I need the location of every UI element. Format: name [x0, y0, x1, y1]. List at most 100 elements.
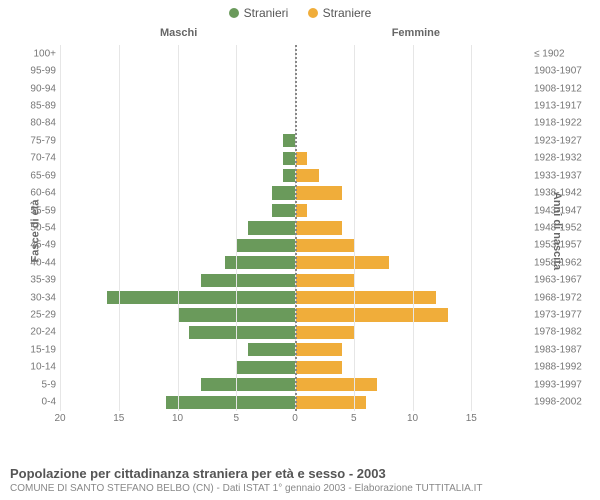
birth-year-label: 1958-1962 [534, 257, 594, 268]
grid-line [178, 45, 179, 411]
birth-year-label: 1953-1957 [534, 240, 594, 251]
birth-year-label: 1963-1967 [534, 275, 594, 286]
bar-female [295, 221, 342, 234]
birth-year-label: 1973-1977 [534, 310, 594, 321]
chart-title: Popolazione per cittadinanza straniera p… [10, 466, 590, 481]
age-label: 100+ [12, 48, 56, 59]
plot-area: 100+≤ 190295-991903-190790-941908-191285… [60, 45, 530, 411]
x-tick: 0 [292, 413, 298, 424]
bar-female [295, 396, 366, 409]
x-axis: 2015105051015 [60, 413, 530, 429]
bar-male [283, 134, 295, 147]
grid-line [471, 45, 472, 411]
bar-male [272, 204, 296, 217]
bar-male [248, 343, 295, 356]
age-label: 85-89 [12, 100, 56, 111]
age-label: 50-54 [12, 222, 56, 233]
legend-swatch-female [308, 8, 318, 18]
center-line [295, 45, 297, 411]
birth-year-label: 1928-1932 [534, 153, 594, 164]
column-header-female: Femmine [392, 27, 440, 39]
pyramid-chart: Maschi Femmine Fasce di età Anni di nasc… [0, 21, 600, 441]
legend: Stranieri Straniere [0, 0, 600, 21]
x-tick: 10 [172, 413, 183, 424]
birth-year-label: 1903-1907 [534, 66, 594, 77]
grid-line [236, 45, 237, 411]
birth-year-label: 1968-1972 [534, 292, 594, 303]
bar-male [225, 256, 296, 269]
age-label: 10-14 [12, 362, 56, 373]
birth-year-label: 1948-1952 [534, 222, 594, 233]
bar-female [295, 291, 436, 304]
bar-female [295, 186, 342, 199]
age-label: 15-19 [12, 344, 56, 355]
grid-line [119, 45, 120, 411]
legend-label-female: Straniere [323, 6, 372, 20]
legend-item-female: Straniere [308, 6, 372, 20]
column-header-male: Maschi [160, 27, 197, 39]
birth-year-label: ≤ 1902 [534, 48, 594, 59]
bar-male [201, 274, 295, 287]
birth-year-label: 1983-1987 [534, 344, 594, 355]
grid-line [354, 45, 355, 411]
bar-male [283, 152, 295, 165]
bar-male [107, 291, 295, 304]
age-label: 55-59 [12, 205, 56, 216]
age-label: 90-94 [12, 83, 56, 94]
age-label: 0-4 [12, 397, 56, 408]
age-label: 5-9 [12, 379, 56, 390]
legend-item-male: Stranieri [229, 6, 289, 20]
bar-male [283, 169, 295, 182]
age-label: 40-44 [12, 257, 56, 268]
bar-female [295, 378, 377, 391]
bar-male [272, 186, 296, 199]
bar-female [295, 239, 354, 252]
birth-year-label: 1938-1942 [534, 188, 594, 199]
bar-male [189, 326, 295, 339]
bar-male [248, 221, 295, 234]
birth-year-label: 1988-1992 [534, 362, 594, 373]
chart-footer: Popolazione per cittadinanza straniera p… [10, 466, 590, 494]
birth-year-label: 1918-1922 [534, 118, 594, 129]
x-tick: 20 [54, 413, 65, 424]
birth-year-label: 1923-1927 [534, 135, 594, 146]
x-tick: 15 [113, 413, 124, 424]
birth-year-label: 1943-1947 [534, 205, 594, 216]
age-label: 95-99 [12, 66, 56, 77]
bar-female [295, 361, 342, 374]
birth-year-label: 1993-1997 [534, 379, 594, 390]
birth-year-label: 1933-1937 [534, 170, 594, 181]
birth-year-label: 1913-1917 [534, 100, 594, 111]
bar-male [166, 396, 295, 409]
bar-male [201, 378, 295, 391]
bar-female [295, 169, 319, 182]
age-label: 75-79 [12, 135, 56, 146]
bar-female [295, 274, 354, 287]
birth-year-label: 1908-1912 [534, 83, 594, 94]
x-tick: 5 [351, 413, 357, 424]
x-tick: 5 [233, 413, 239, 424]
legend-swatch-male [229, 8, 239, 18]
chart-subtitle: COMUNE DI SANTO STEFANO BELBO (CN) - Dat… [10, 483, 590, 494]
age-label: 70-74 [12, 153, 56, 164]
x-tick: 10 [407, 413, 418, 424]
age-label: 25-29 [12, 310, 56, 321]
legend-label-male: Stranieri [244, 6, 289, 20]
bar-female [295, 256, 389, 269]
grid-line [413, 45, 414, 411]
birth-year-label: 1978-1982 [534, 327, 594, 338]
grid-line [60, 45, 61, 411]
bar-male [236, 361, 295, 374]
age-label: 35-39 [12, 275, 56, 286]
age-label: 65-69 [12, 170, 56, 181]
bar-female [295, 343, 342, 356]
age-label: 80-84 [12, 118, 56, 129]
birth-year-label: 1998-2002 [534, 397, 594, 408]
age-label: 20-24 [12, 327, 56, 338]
bar-female [295, 326, 354, 339]
age-label: 45-49 [12, 240, 56, 251]
age-label: 30-34 [12, 292, 56, 303]
bar-male [236, 239, 295, 252]
age-label: 60-64 [12, 188, 56, 199]
bar-female [295, 308, 448, 321]
